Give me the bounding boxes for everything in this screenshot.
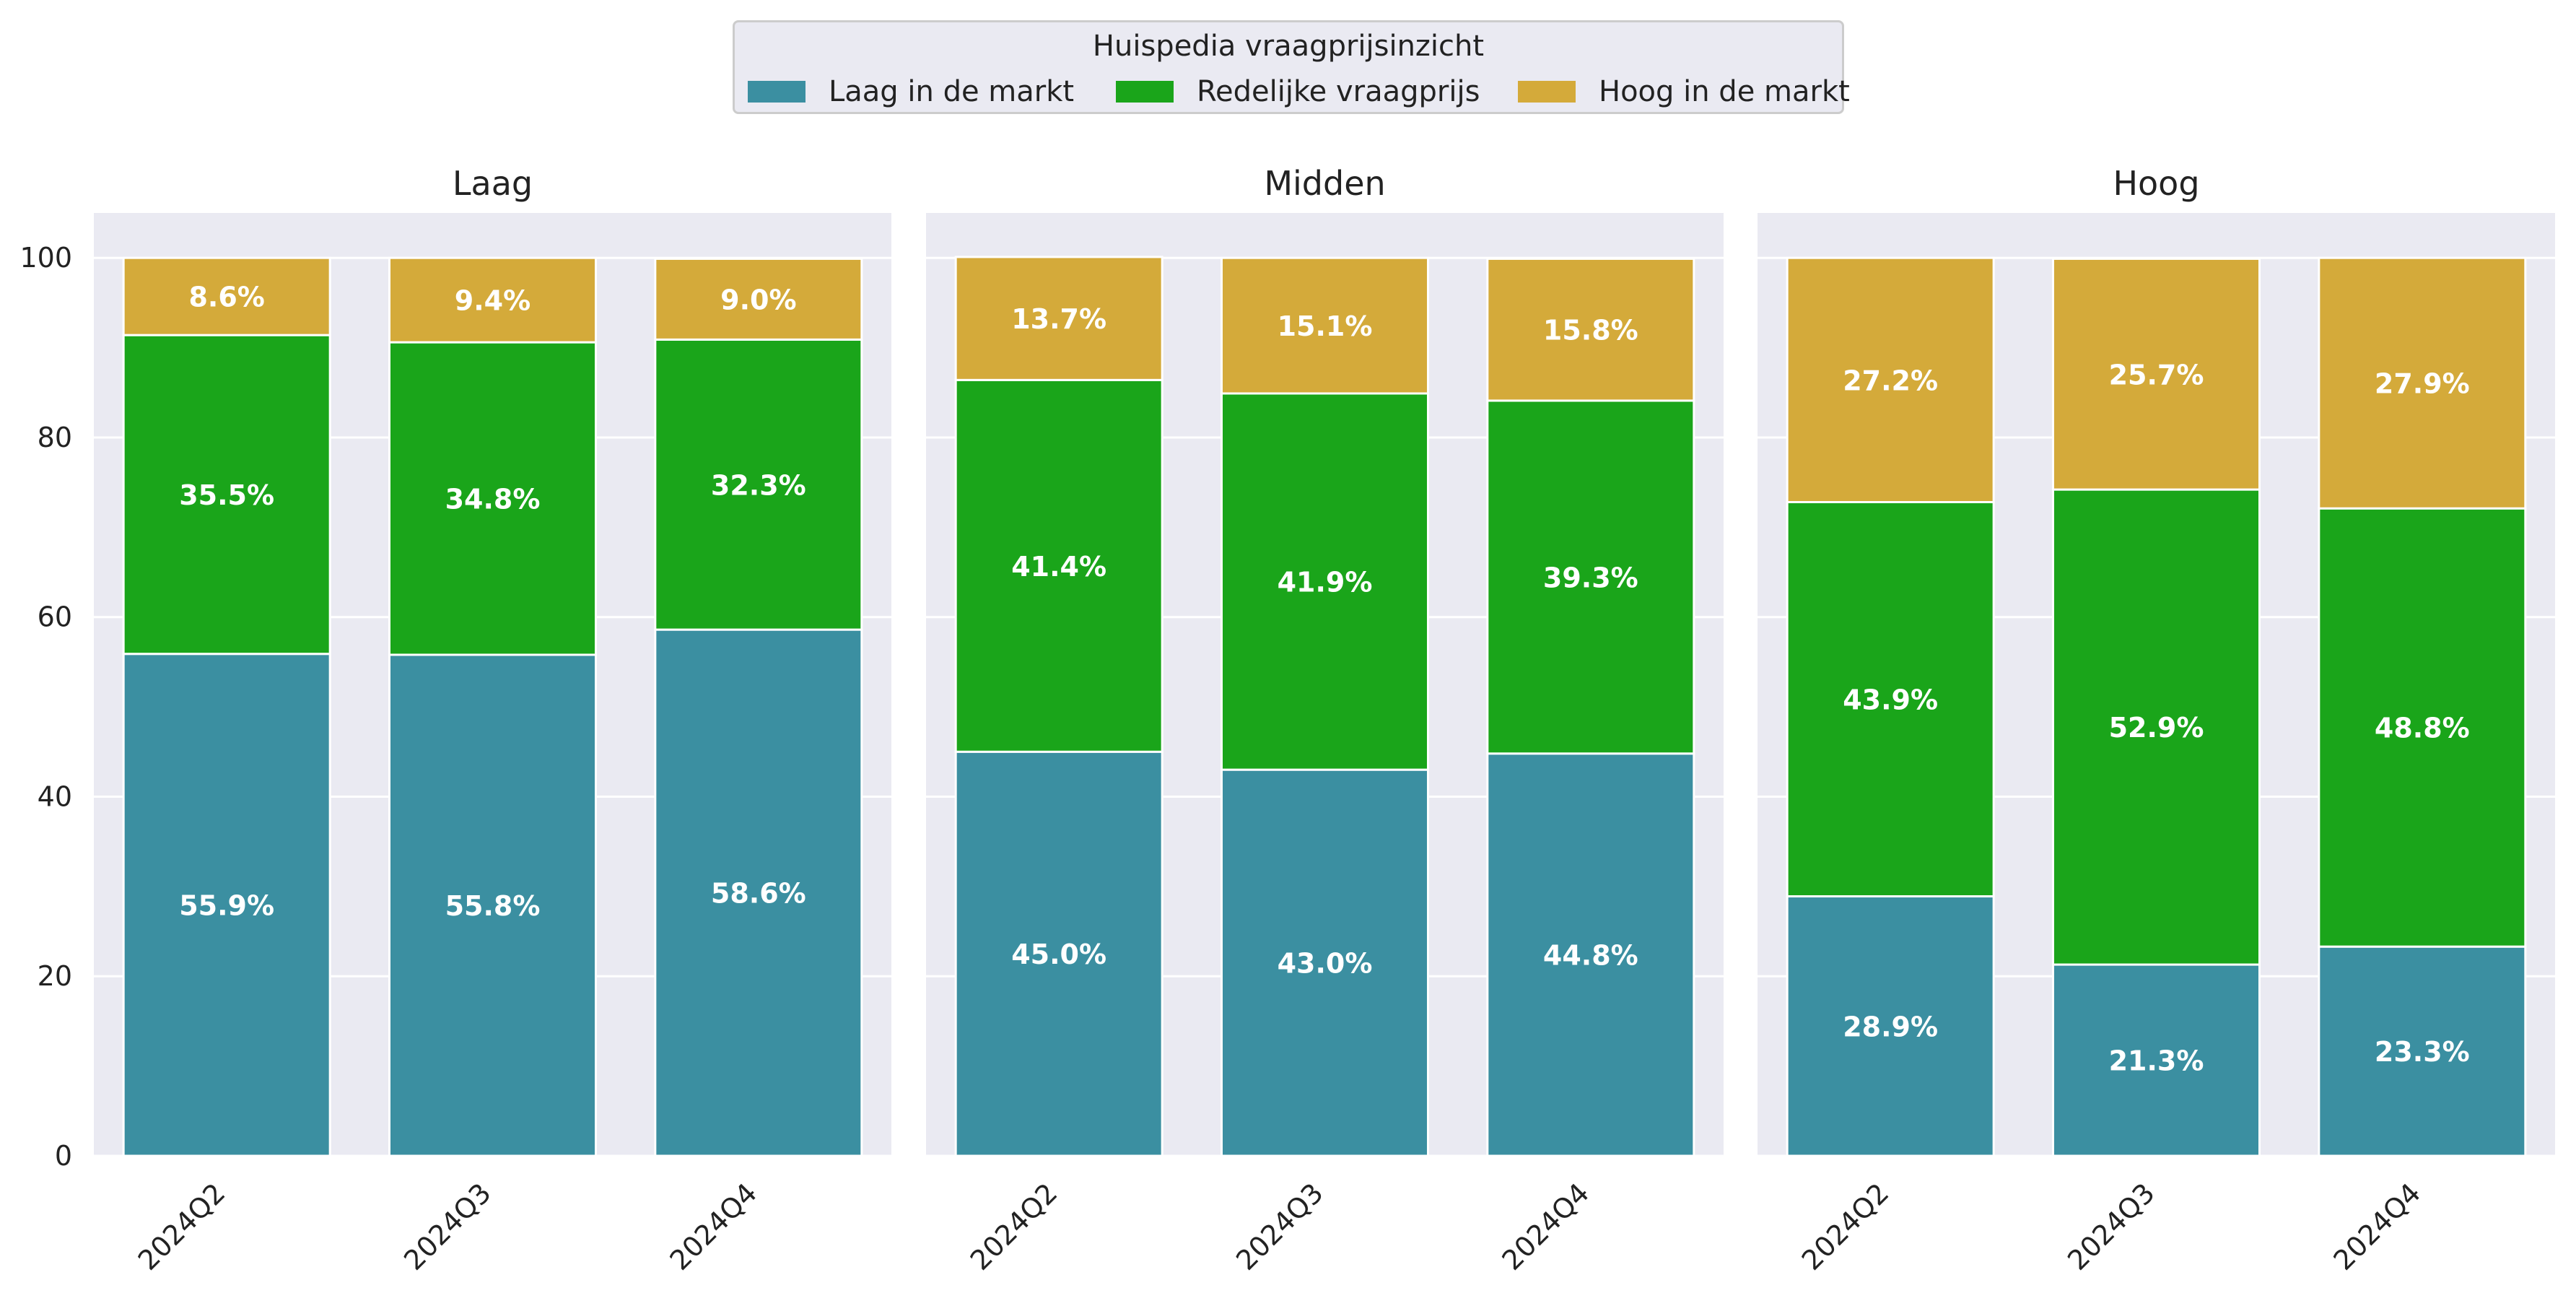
panel-title: Midden <box>1264 164 1385 203</box>
x-tick-label: 2024Q2 <box>1796 1177 1895 1276</box>
bar-segment-redelijke-vraagprijs <box>122 334 331 656</box>
legend-swatch-hoog-in-de-markt <box>1518 81 1576 103</box>
y-tick-label: 40 <box>38 780 72 812</box>
bar-segment-redelijke-vraagprijs <box>1486 399 1695 755</box>
legend-item-redelijke-vraagprijs: Redelijke vraagprijs <box>1116 74 1480 109</box>
bar-segment-laag-in-de-markt <box>1486 752 1695 1157</box>
data-label: 28.9% <box>1843 1011 1938 1042</box>
bar-segment-hoog-in-de-markt <box>388 256 597 344</box>
x-tick-label: 2024Q2 <box>132 1177 232 1276</box>
data-label: 43.9% <box>1843 684 1938 716</box>
y-tick-label: 60 <box>38 601 72 633</box>
y-tick-label: 80 <box>38 422 72 453</box>
data-label: 34.8% <box>445 484 541 515</box>
data-label: 39.3% <box>1543 562 1638 593</box>
data-label: 48.8% <box>2375 713 2470 744</box>
panel-title: Laag <box>453 164 533 203</box>
bar-segment-redelijke-vraagprijs <box>654 338 863 631</box>
bar-segment-laag-in-de-markt <box>954 750 1163 1157</box>
data-label: 45.0% <box>1011 939 1106 970</box>
y-tick-label: 0 <box>55 1140 72 1172</box>
bar-segment-redelijke-vraagprijs <box>2318 507 2527 948</box>
panel-title: Hoog <box>2113 164 2199 203</box>
data-label: 32.3% <box>711 469 806 501</box>
bar-segment-hoog-in-de-markt <box>654 257 863 341</box>
bar-segment-hoog-in-de-markt <box>1486 257 1695 402</box>
data-label: 41.4% <box>1011 551 1106 583</box>
x-tick-label: 2024Q3 <box>398 1177 497 1276</box>
bar-segment-hoog-in-de-markt <box>1221 256 1429 395</box>
data-label: 55.9% <box>179 889 274 921</box>
legend-label: Hoog in de markt <box>1599 75 1850 108</box>
data-label: 27.9% <box>2375 368 2470 400</box>
x-tick-label: 2024Q2 <box>964 1177 1064 1276</box>
bar-segment-redelijke-vraagprijs <box>1221 392 1429 771</box>
bar-segment-redelijke-vraagprijs <box>954 378 1163 753</box>
legend-item-laag-in-de-markt: Laag in de markt <box>748 74 1074 109</box>
bar-segment-hoog-in-de-markt <box>2318 256 2527 510</box>
x-tick-label: 2024Q3 <box>1230 1177 1330 1276</box>
bar-segment-hoog-in-de-markt <box>954 256 1163 381</box>
legend-swatch-laag-in-de-markt <box>748 81 805 103</box>
panel-hoog: Hoog 28.9% 43.9% 27.2% 2024Q2 21.3% 52.9% 25.7%… <box>1758 164 2555 1276</box>
bar-segment-redelijke-vraagprijs <box>388 341 597 656</box>
data-label: 9.0% <box>720 284 796 315</box>
bar-segment-redelijke-vraagprijs <box>1786 501 1995 898</box>
data-label: 25.7% <box>2109 359 2204 391</box>
y-tick-label: 100 <box>19 242 72 274</box>
legend-title: Huispedia vraagprijsinzicht <box>1092 30 1485 63</box>
bar-segment-hoog-in-de-markt <box>1786 256 1995 504</box>
data-label: 27.2% <box>1843 365 1938 396</box>
bar-segment-laag-in-de-markt <box>2318 945 2527 1157</box>
legend-item-hoog-in-de-markt: Hoog in de markt <box>1518 74 1850 109</box>
legend: Huispedia vraagprijsinzicht Laag in de m… <box>733 20 1850 114</box>
x-tick-label: 2024Q4 <box>663 1177 763 1276</box>
bar-segment-laag-in-de-markt <box>122 653 331 1157</box>
bar-segment-hoog-in-de-markt <box>122 256 331 336</box>
bar-segment-laag-in-de-markt <box>1786 895 1995 1157</box>
data-label: 21.3% <box>2109 1045 2204 1077</box>
data-label: 44.8% <box>1543 939 1638 971</box>
data-label: 9.4% <box>455 285 531 317</box>
legend-swatch-redelijke-vraagprijs <box>1116 81 1174 103</box>
data-label: 15.8% <box>1543 315 1638 347</box>
data-label: 15.1% <box>1278 310 1373 342</box>
data-label: 13.7% <box>1011 303 1106 335</box>
data-label: 43.0% <box>1278 948 1373 980</box>
bar-segment-hoog-in-de-markt <box>2052 257 2261 491</box>
data-label: 55.8% <box>445 890 541 922</box>
data-label: 58.6% <box>711 878 806 910</box>
panel-midden: Midden 45.0% 41.4% 13.7% 2024Q2 43.0% 41.9% 15.… <box>926 164 1724 1276</box>
x-tick-label: 2024Q4 <box>2327 1177 2427 1276</box>
bar-segment-laag-in-de-markt <box>1221 768 1429 1157</box>
x-tick-label: 2024Q3 <box>2061 1177 2161 1276</box>
x-tick-label: 2024Q4 <box>1496 1177 1595 1276</box>
data-label: 23.3% <box>2375 1036 2470 1068</box>
data-label: 8.6% <box>188 282 264 313</box>
bar-segment-laag-in-de-markt <box>2052 963 2261 1157</box>
legend-label: Redelijke vraagprijs <box>1197 75 1480 108</box>
legend-label: Laag in de markt <box>829 75 1075 108</box>
data-label: 41.9% <box>1278 567 1373 598</box>
bar-segment-laag-in-de-markt <box>388 653 597 1157</box>
panel-laag: Laag 55.9% 35.5% 8.6% 2024Q2 55.8% 34.8% 9.4% 20… <box>94 164 891 1276</box>
data-label: 52.9% <box>2109 712 2204 744</box>
bar-segment-redelijke-vraagprijs <box>2052 488 2261 966</box>
y-tick-label: 20 <box>38 960 72 992</box>
data-label: 35.5% <box>179 479 274 511</box>
